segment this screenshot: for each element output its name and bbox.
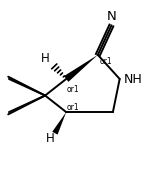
Text: H: H [41,52,50,65]
Text: or1: or1 [66,85,79,94]
Text: N: N [107,10,116,23]
Text: H: H [46,132,55,145]
Text: or1: or1 [100,57,113,66]
Polygon shape [64,55,98,82]
Text: or1: or1 [66,103,79,112]
Text: NH: NH [124,73,143,86]
Polygon shape [52,112,66,135]
